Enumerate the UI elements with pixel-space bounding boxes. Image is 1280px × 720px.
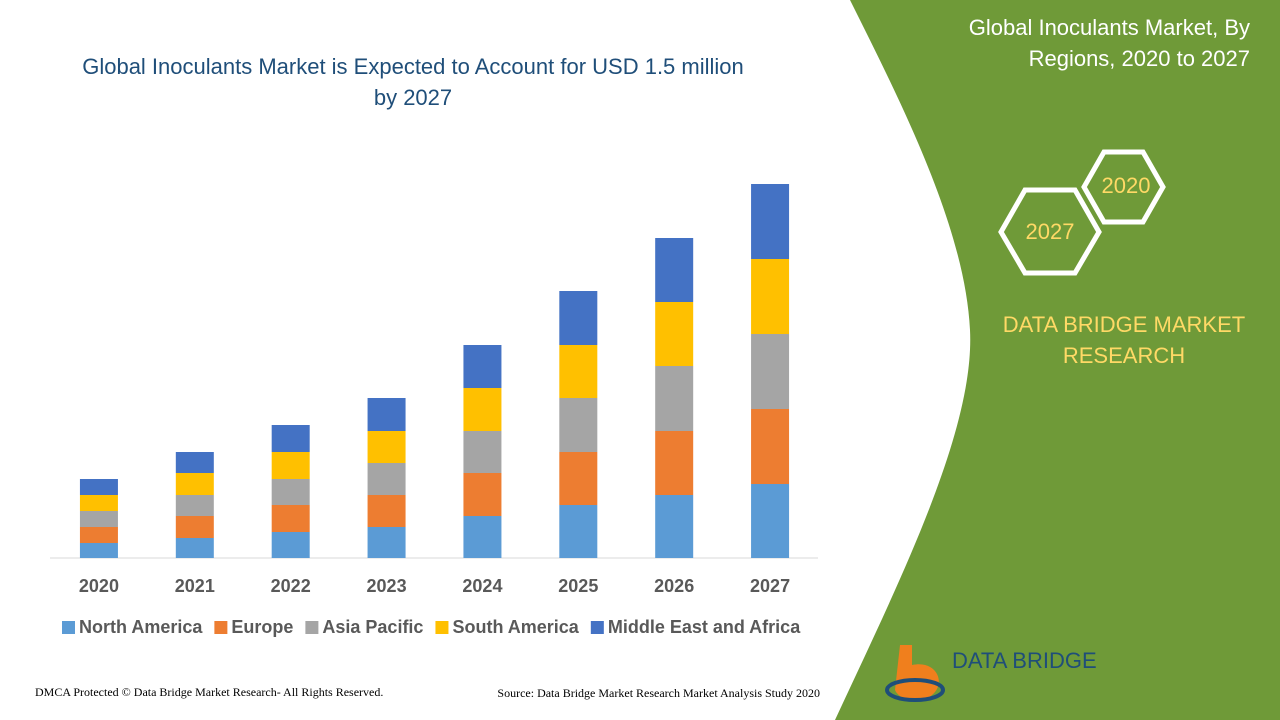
bar-segment xyxy=(271,505,310,532)
bar-segment xyxy=(559,291,598,345)
bar-segment xyxy=(751,484,790,558)
bar-segment xyxy=(367,398,406,431)
bar-segment xyxy=(79,511,118,527)
panel-title: Global Inoculants Market, By Regions, 202… xyxy=(969,15,1250,71)
legend-label: Asia Pacific xyxy=(322,617,423,637)
bar-segment xyxy=(463,431,502,473)
x-tick-label: 2023 xyxy=(367,576,407,596)
x-tick-label: 2021 xyxy=(175,576,215,596)
bar-segment xyxy=(559,505,598,558)
x-tick-label: 2026 xyxy=(654,576,694,596)
brand-text: DATA BRIDGE MARKET RESEARCH xyxy=(1003,312,1245,368)
hex-label: 2027 xyxy=(1026,219,1075,244)
bar-segment xyxy=(559,398,598,452)
logo-icon xyxy=(895,645,939,701)
bar-segment xyxy=(79,527,118,543)
legend-swatch xyxy=(435,621,449,634)
bar-segment xyxy=(367,463,406,495)
bar-segment xyxy=(463,345,502,388)
bar-segment xyxy=(367,495,406,527)
bar-segment xyxy=(559,345,598,398)
bar-segment xyxy=(655,366,694,431)
legend-swatch xyxy=(62,621,75,634)
legend-swatch xyxy=(305,621,319,634)
bar-segment xyxy=(367,431,406,463)
hex-label: 2020 xyxy=(1102,173,1151,198)
bar-segment xyxy=(751,184,790,259)
bar-segment xyxy=(79,495,118,511)
bar-segment xyxy=(175,452,214,473)
bar-segment xyxy=(271,425,310,452)
bar-segment xyxy=(751,334,790,409)
hexagon xyxy=(1081,149,1166,225)
plot: 2020 2021 2022 2023 2024 2025 2026 2027 North Am… xyxy=(62,184,801,637)
bar-segment xyxy=(271,479,310,505)
legend-label: North America xyxy=(79,617,203,637)
x-tick-label: 2027 xyxy=(750,576,790,596)
bar-segment xyxy=(175,516,214,538)
bar-segment xyxy=(751,409,790,484)
green-panel xyxy=(835,0,1280,720)
bar-segment xyxy=(367,527,406,558)
bar-segment xyxy=(271,532,310,558)
bar-segment xyxy=(463,388,502,431)
legend-swatch xyxy=(590,621,604,634)
legend-swatch xyxy=(214,621,228,634)
bar-segment xyxy=(79,479,118,495)
bar-segment xyxy=(559,452,598,505)
bar-segment xyxy=(463,516,502,558)
logo-text: DATA BRIDGE xyxy=(952,648,1097,673)
legend-label: South America xyxy=(452,617,579,637)
legend-label: Middle East and Africa xyxy=(608,617,801,637)
footer-left: DMCA Protected © Data Bridge Market Rese… xyxy=(35,685,383,699)
bar-segment xyxy=(463,473,502,516)
x-tick-label: 2022 xyxy=(271,576,311,596)
bar-segment xyxy=(655,431,694,495)
hexagon xyxy=(998,187,1102,276)
bar-segment xyxy=(175,473,214,495)
bar-segment xyxy=(655,302,694,366)
bar-segment xyxy=(175,495,214,516)
bar-segment xyxy=(175,538,214,558)
x-tick-label: 2024 xyxy=(462,576,502,596)
bar-segment xyxy=(79,543,118,558)
x-tick-label: 2020 xyxy=(79,576,119,596)
bar-segment xyxy=(655,238,694,302)
bar-segment xyxy=(655,495,694,558)
logo-ring xyxy=(885,678,945,702)
footer-right: Source: Data Bridge Market Research Mark… xyxy=(497,686,820,700)
bar-segment xyxy=(751,259,790,334)
bar-segment xyxy=(271,452,310,479)
x-tick-label: 2025 xyxy=(558,576,598,596)
legend-label: Europe xyxy=(231,617,293,637)
chart-title: Global Inoculants Market is Expected to … xyxy=(82,54,744,110)
